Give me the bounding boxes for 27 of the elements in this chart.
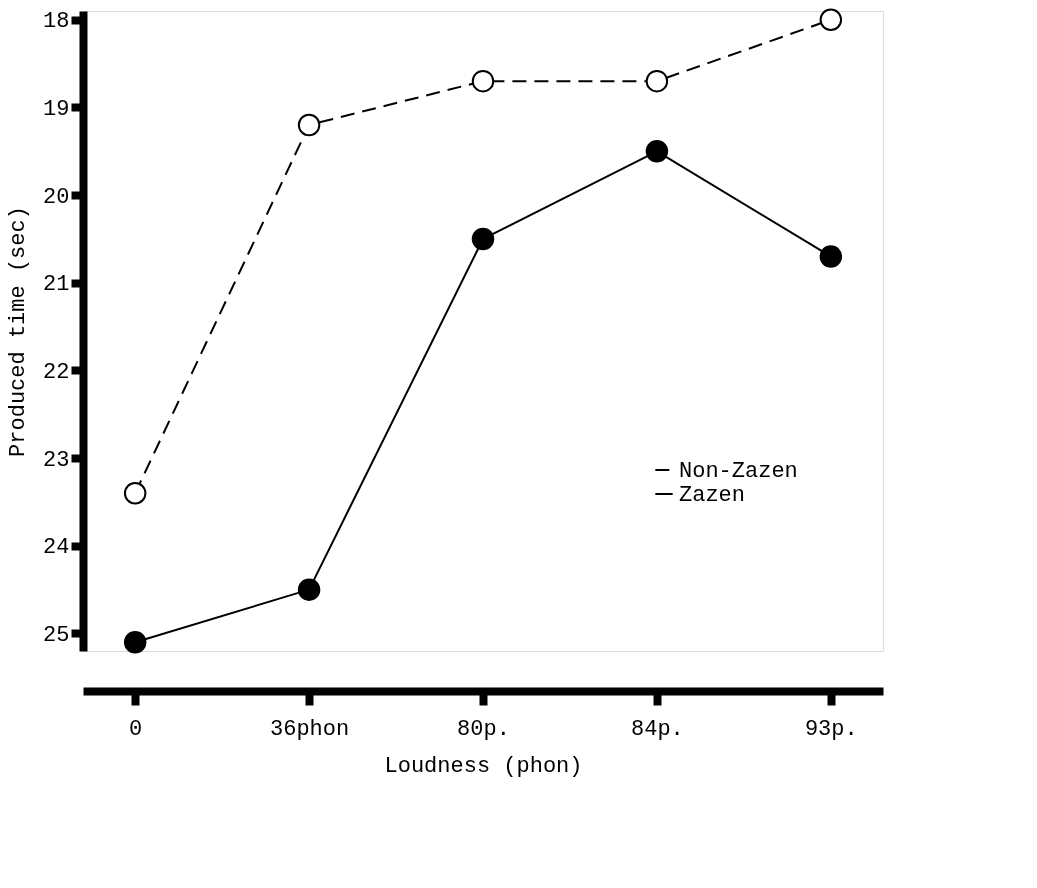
legend-label: Zazen bbox=[679, 483, 746, 508]
x-tick-label: 80p. bbox=[457, 716, 510, 742]
y-tick-label: 25 bbox=[43, 622, 70, 648]
x-tick-label: 36phon bbox=[269, 716, 350, 742]
y-tick-label: 22 bbox=[43, 359, 70, 385]
y-tick-label: 18 bbox=[43, 9, 70, 35]
point bbox=[123, 631, 147, 654]
y-tick-label: 24 bbox=[43, 535, 70, 561]
point bbox=[819, 245, 843, 268]
y-axis-title: Produced time (sec) bbox=[6, 206, 32, 457]
x-tick-label: 93p. bbox=[804, 716, 858, 742]
point bbox=[297, 113, 321, 137]
point bbox=[471, 69, 495, 93]
point bbox=[471, 227, 495, 251]
y-tick-label: 19 bbox=[43, 96, 70, 122]
x-axis-title: Loudness (phon) bbox=[384, 753, 583, 779]
x-tick-label: 0 bbox=[129, 716, 143, 742]
point bbox=[297, 578, 321, 601]
point bbox=[645, 69, 669, 93]
x-tick-label: 84p. bbox=[631, 716, 684, 742]
y-tick-label: 23 bbox=[43, 447, 70, 473]
point bbox=[819, 8, 843, 31]
y-tick-label: 21 bbox=[43, 272, 70, 298]
legend-label: Non-Zazen bbox=[679, 459, 798, 484]
y-tick-label: 20 bbox=[43, 184, 70, 210]
point bbox=[645, 140, 669, 163]
point bbox=[123, 481, 147, 505]
